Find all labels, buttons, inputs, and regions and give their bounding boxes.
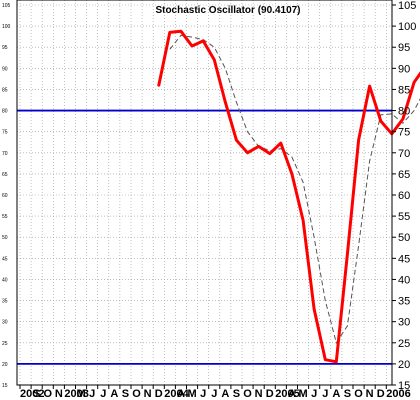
x-tick-label: J — [322, 388, 328, 400]
y-tick-label-left: 60 — [2, 193, 8, 199]
x-tick-label: M — [76, 388, 85, 400]
x-tick-label: D — [155, 388, 163, 400]
x-tick-label: O — [43, 388, 52, 400]
x-tick-label: S — [122, 388, 129, 400]
x-tick-label: A — [177, 388, 185, 400]
y-tick-label-left: 30 — [2, 320, 8, 326]
x-tick-label: 2004 — [164, 388, 189, 400]
y-tick-label-left: 105 — [2, 3, 11, 9]
y-tick-label-left: 100 — [2, 24, 11, 30]
x-tick-label: J — [100, 388, 106, 400]
x-tick-label: A — [332, 388, 340, 400]
x-tick-label: J — [200, 388, 206, 400]
x-tick-label: O — [354, 388, 363, 400]
x-tick-label: D — [377, 388, 385, 400]
y-tick-label-right: 100 — [398, 21, 416, 33]
y-tick-label-right: 60 — [398, 190, 410, 202]
y-tick-label-left: 85 — [2, 87, 8, 93]
x-tick-label: S — [33, 388, 40, 400]
x-tick-label: 2002 — [20, 388, 44, 400]
x-tick-label: 2003 — [64, 388, 88, 400]
grid-lines — [17, 0, 392, 386]
x-tick-label: A — [110, 388, 118, 400]
x-tick-label: O — [243, 388, 252, 400]
y-tick-label-right: 40 — [398, 274, 410, 286]
x-tick-label: N — [366, 388, 374, 400]
y-tick-label-right: 30 — [398, 317, 410, 329]
x-tick-label: 2005 — [275, 388, 299, 400]
y-tick-label-left: 35 — [2, 299, 8, 305]
y-tick-label-left: 15 — [2, 383, 8, 389]
y-tick-label-left: 75 — [2, 130, 8, 136]
x-tick-label: J — [211, 388, 217, 400]
y-tick-label-right: 20 — [398, 359, 410, 371]
y-tick-label-right: 85 — [398, 84, 410, 96]
x-tick-label: S — [233, 388, 240, 400]
x-tick-label: A — [288, 388, 296, 400]
y-tick-label-left: 45 — [2, 256, 8, 262]
y-tick-label-left: 50 — [2, 235, 8, 241]
y-tick-label-right: 105 — [398, 0, 416, 12]
x-tick-label: M — [298, 388, 307, 400]
y-axis-right: 15 20 25 30 35 40 45 50 55 60 65 70 75 80 85 90 95 100 105 — [392, 0, 416, 392]
y-tick-label-left: 90 — [2, 66, 8, 72]
y-tick-label-right: 15 — [398, 380, 410, 392]
y-tick-label-right: 95 — [398, 42, 410, 54]
y-tick-label-left: 95 — [2, 45, 8, 51]
x-tick-label: M — [187, 388, 196, 400]
signal-line — [169, 34, 420, 345]
y-tick-label-right: 80 — [398, 106, 410, 118]
x-tick-label: D — [266, 388, 274, 400]
y-tick-label-right: 25 — [398, 338, 410, 350]
y-tick-label-left: 55 — [2, 214, 8, 220]
y-tick-label-left: 40 — [2, 277, 8, 283]
y-tick-label-left: 70 — [2, 151, 8, 157]
plot-frame — [16, 0, 393, 386]
chart-title: Stochastic Oscillator (90.4107) — [155, 5, 300, 16]
x-tick-label: O — [132, 388, 141, 400]
y-tick-label-left: 25 — [2, 341, 8, 347]
x-tick-label: S — [344, 388, 351, 400]
y-tick-label-left: 65 — [2, 172, 8, 178]
y-tick-label-right: 35 — [398, 296, 410, 308]
stochastic-line — [157, 29, 420, 364]
x-tick-label: N — [55, 388, 63, 400]
series-layer — [157, 29, 420, 364]
x-tick-label: J — [89, 388, 95, 400]
y-tick-label-right: 45 — [398, 253, 410, 265]
x-tick-label: J — [311, 388, 317, 400]
reference-lines — [17, 109, 392, 365]
y-tick-label-right: 50 — [398, 232, 410, 244]
y-tick-label-left: 80 — [2, 109, 8, 115]
x-tick-label: 2006 — [386, 388, 410, 400]
y-tick-label-right: 55 — [398, 211, 410, 223]
x-tick-label: A — [221, 388, 229, 400]
y-tick-label-left: 20 — [2, 362, 8, 368]
x-tick-label: N — [255, 388, 263, 400]
x-tick-label: N — [144, 388, 152, 400]
y-tick-label-right: 75 — [398, 127, 410, 139]
y-tick-label-right: 90 — [398, 63, 410, 75]
y-axis-left: 15 20 25 30 35 40 45 50 55 60 65 70 75 80 85 90 95 100 105 — [2, 3, 11, 389]
y-tick-label-right: 70 — [398, 148, 410, 160]
y-tick-label-right: 65 — [398, 169, 410, 181]
